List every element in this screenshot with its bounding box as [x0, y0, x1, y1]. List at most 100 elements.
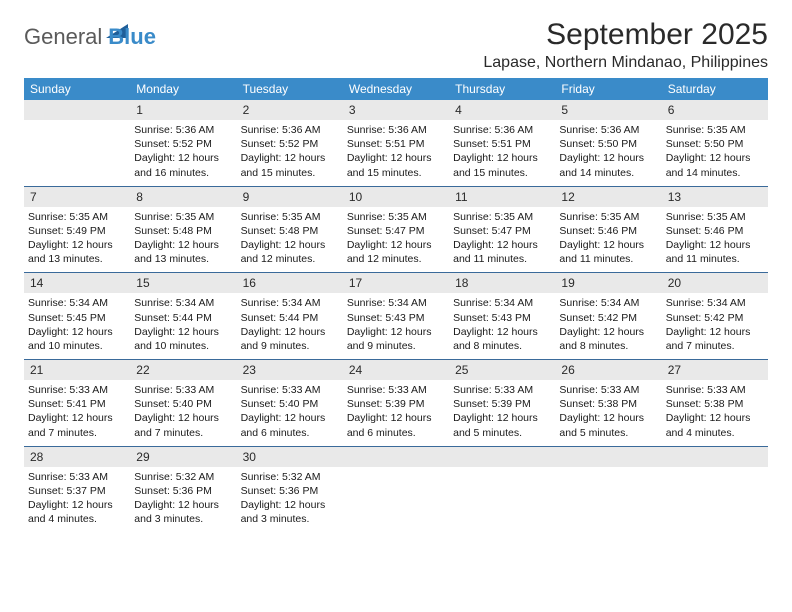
daylight-text: Daylight: 12 hours and 15 minutes. — [347, 151, 445, 179]
day-body: Sunrise: 5:34 AMSunset: 5:42 PMDaylight:… — [555, 293, 661, 353]
daylight-text: Daylight: 12 hours and 8 minutes. — [559, 325, 657, 353]
sunrise-text: Sunrise: 5:34 AM — [28, 296, 126, 310]
day-number: 19 — [555, 273, 661, 293]
day-cell: 17Sunrise: 5:34 AMSunset: 5:43 PMDayligh… — [343, 273, 449, 359]
sunrise-text: Sunrise: 5:34 AM — [453, 296, 551, 310]
sunrise-text: Sunrise: 5:36 AM — [347, 123, 445, 137]
sunrise-text: Sunrise: 5:33 AM — [134, 383, 232, 397]
day-body: Sunrise: 5:33 AMSunset: 5:38 PMDaylight:… — [555, 380, 661, 440]
daylight-text: Daylight: 12 hours and 11 minutes. — [559, 238, 657, 266]
daylight-text: Daylight: 12 hours and 13 minutes. — [28, 238, 126, 266]
dow-mon: Monday — [130, 78, 236, 100]
day-number: 11 — [449, 187, 555, 207]
day-body: Sunrise: 5:33 AMSunset: 5:40 PMDaylight:… — [237, 380, 343, 440]
day-body: Sunrise: 5:34 AMSunset: 5:42 PMDaylight:… — [662, 293, 768, 353]
sunset-text: Sunset: 5:40 PM — [241, 397, 339, 411]
day-number: 28 — [24, 447, 130, 467]
sunrise-text: Sunrise: 5:35 AM — [28, 210, 126, 224]
sunset-text: Sunset: 5:41 PM — [28, 397, 126, 411]
dow-fri: Friday — [555, 78, 661, 100]
daylight-text: Daylight: 12 hours and 7 minutes. — [666, 325, 764, 353]
sunrise-text: Sunrise: 5:35 AM — [559, 210, 657, 224]
daylight-text: Daylight: 12 hours and 8 minutes. — [453, 325, 551, 353]
day-body: Sunrise: 5:34 AMSunset: 5:44 PMDaylight:… — [237, 293, 343, 353]
day-cell: 22Sunrise: 5:33 AMSunset: 5:40 PMDayligh… — [130, 360, 236, 446]
daylight-text: Daylight: 12 hours and 3 minutes. — [134, 498, 232, 526]
day-cell: 16Sunrise: 5:34 AMSunset: 5:44 PMDayligh… — [237, 273, 343, 359]
sunset-text: Sunset: 5:46 PM — [666, 224, 764, 238]
sunrise-text: Sunrise: 5:35 AM — [134, 210, 232, 224]
sunset-text: Sunset: 5:47 PM — [347, 224, 445, 238]
day-cell: 13Sunrise: 5:35 AMSunset: 5:46 PMDayligh… — [662, 187, 768, 273]
day-body: Sunrise: 5:34 AMSunset: 5:44 PMDaylight:… — [130, 293, 236, 353]
daylight-text: Daylight: 12 hours and 5 minutes. — [559, 411, 657, 439]
day-cell: 26Sunrise: 5:33 AMSunset: 5:38 PMDayligh… — [555, 360, 661, 446]
logo-text-2: Blue — [108, 24, 156, 50]
sunset-text: Sunset: 5:51 PM — [453, 137, 551, 151]
day-body: Sunrise: 5:32 AMSunset: 5:36 PMDaylight:… — [130, 467, 236, 527]
day-cell — [449, 447, 555, 533]
sunrise-text: Sunrise: 5:36 AM — [134, 123, 232, 137]
sunrise-text: Sunrise: 5:32 AM — [134, 470, 232, 484]
day-cell: 30Sunrise: 5:32 AMSunset: 5:36 PMDayligh… — [237, 447, 343, 533]
day-body: Sunrise: 5:33 AMSunset: 5:41 PMDaylight:… — [24, 380, 130, 440]
day-number: 14 — [24, 273, 130, 293]
day-cell: 24Sunrise: 5:33 AMSunset: 5:39 PMDayligh… — [343, 360, 449, 446]
daylight-text: Daylight: 12 hours and 15 minutes. — [453, 151, 551, 179]
daylight-text: Daylight: 12 hours and 4 minutes. — [28, 498, 126, 526]
day-cell: 8 Sunrise: 5:35 AMSunset: 5:48 PMDaylight… — [130, 187, 236, 273]
week-row: 21Sunrise: 5:33 AMSunset: 5:41 PMDayligh… — [24, 360, 768, 447]
week-row: 7Sunrise: 5:35 AMSunset: 5:49 PMDaylight… — [24, 187, 768, 274]
dow-wed: Wednesday — [343, 78, 449, 100]
day-number: 24 — [343, 360, 449, 380]
day-number: 13 — [662, 187, 768, 207]
daylight-text: Daylight: 12 hours and 9 minutes. — [241, 325, 339, 353]
sunset-text: Sunset: 5:50 PM — [666, 137, 764, 151]
sunrise-text: Sunrise: 5:33 AM — [559, 383, 657, 397]
day-cell: 1Sunrise: 5:36 AMSunset: 5:52 PMDaylight… — [130, 100, 236, 186]
sunset-text: Sunset: 5:48 PM — [134, 224, 232, 238]
day-body: Sunrise: 5:34 AMSunset: 5:45 PMDaylight:… — [24, 293, 130, 353]
daylight-text: Daylight: 12 hours and 10 minutes. — [28, 325, 126, 353]
day-body: Sunrise: 5:34 AMSunset: 5:43 PMDaylight:… — [343, 293, 449, 353]
day-body: Sunrise: 5:33 AMSunset: 5:38 PMDaylight:… — [662, 380, 768, 440]
day-cell — [343, 447, 449, 533]
sunrise-text: Sunrise: 5:36 AM — [241, 123, 339, 137]
day-number: 8 — [130, 187, 236, 207]
dow-sun: Sunday — [24, 78, 130, 100]
sunrise-text: Sunrise: 5:34 AM — [666, 296, 764, 310]
sunset-text: Sunset: 5:49 PM — [28, 224, 126, 238]
day-number: 21 — [24, 360, 130, 380]
day-number — [555, 447, 661, 467]
dow-tue: Tuesday — [237, 78, 343, 100]
sunrise-text: Sunrise: 5:33 AM — [347, 383, 445, 397]
day-number: 18 — [449, 273, 555, 293]
sunset-text: Sunset: 5:44 PM — [241, 311, 339, 325]
day-number: 22 — [130, 360, 236, 380]
daylight-text: Daylight: 12 hours and 12 minutes. — [347, 238, 445, 266]
day-cell: 10Sunrise: 5:35 AMSunset: 5:47 PMDayligh… — [343, 187, 449, 273]
day-cell: 19Sunrise: 5:34 AMSunset: 5:42 PMDayligh… — [555, 273, 661, 359]
day-cell — [555, 447, 661, 533]
sunset-text: Sunset: 5:36 PM — [134, 484, 232, 498]
day-cell: 25Sunrise: 5:33 AMSunset: 5:39 PMDayligh… — [449, 360, 555, 446]
sunrise-text: Sunrise: 5:34 AM — [134, 296, 232, 310]
day-cell: 29Sunrise: 5:32 AMSunset: 5:36 PMDayligh… — [130, 447, 236, 533]
sunrise-text: Sunrise: 5:36 AM — [453, 123, 551, 137]
daylight-text: Daylight: 12 hours and 7 minutes. — [28, 411, 126, 439]
sunrise-text: Sunrise: 5:32 AM — [241, 470, 339, 484]
day-cell: 5Sunrise: 5:36 AMSunset: 5:50 PMDaylight… — [555, 100, 661, 186]
day-number: 15 — [130, 273, 236, 293]
day-cell — [662, 447, 768, 533]
daylight-text: Daylight: 12 hours and 7 minutes. — [134, 411, 232, 439]
sunset-text: Sunset: 5:48 PM — [241, 224, 339, 238]
day-cell: 11Sunrise: 5:35 AMSunset: 5:47 PMDayligh… — [449, 187, 555, 273]
daylight-text: Daylight: 12 hours and 15 minutes. — [241, 151, 339, 179]
day-cell: 12Sunrise: 5:35 AMSunset: 5:46 PMDayligh… — [555, 187, 661, 273]
day-body: Sunrise: 5:33 AMSunset: 5:40 PMDaylight:… — [130, 380, 236, 440]
daylight-text: Daylight: 12 hours and 13 minutes. — [134, 238, 232, 266]
daylight-text: Daylight: 12 hours and 12 minutes. — [241, 238, 339, 266]
daylight-text: Daylight: 12 hours and 10 minutes. — [134, 325, 232, 353]
sunset-text: Sunset: 5:36 PM — [241, 484, 339, 498]
day-body: Sunrise: 5:32 AMSunset: 5:36 PMDaylight:… — [237, 467, 343, 527]
